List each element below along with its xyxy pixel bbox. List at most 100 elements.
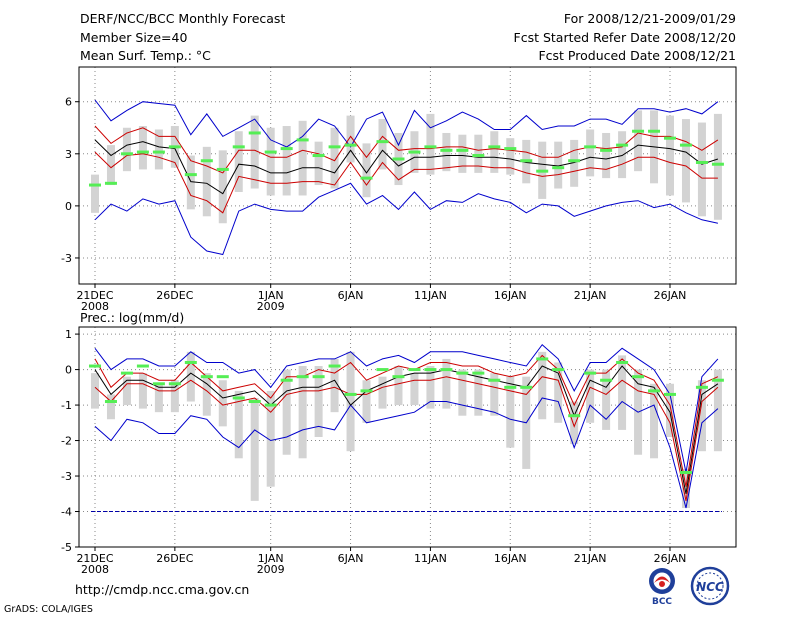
y-tick-label: 0: [65, 364, 72, 377]
ncc-logo: NCC: [690, 566, 730, 606]
observation-marker: [648, 129, 661, 133]
ensemble-bar: [570, 139, 579, 187]
observation-marker: [695, 160, 708, 164]
ensemble-bar: [362, 143, 371, 198]
y-tick-label: -3: [61, 470, 72, 483]
svg-text:BCC: BCC: [652, 597, 672, 606]
observation-marker: [89, 364, 101, 368]
ensemble-bar: [474, 369, 483, 416]
observation-marker: [408, 150, 421, 154]
observation-marker: [408, 368, 421, 372]
ensemble-bar: [538, 351, 547, 420]
observation-marker: [152, 150, 165, 154]
ensemble-bar: [266, 127, 275, 196]
observation-marker: [344, 143, 357, 147]
ensemble-bar: [602, 369, 611, 430]
y-tick-label: -4: [61, 506, 72, 519]
observation-marker: [360, 176, 373, 180]
ensemble-bar: [138, 373, 147, 409]
observation-marker: [695, 385, 708, 389]
observation-marker: [520, 159, 533, 163]
observation-marker: [248, 400, 261, 404]
ensemble-bar: [362, 380, 371, 423]
ensemble-bar: [346, 351, 355, 452]
ensemble-min-line: [94, 182, 719, 256]
source-url[interactable]: http://cmdp.ncc.cma.gov.cn: [75, 582, 250, 597]
observation-marker: [200, 159, 213, 163]
ensemble-bar: [314, 141, 323, 186]
x-tick-label: 6JAN: [338, 552, 364, 565]
observation-marker: [648, 389, 661, 393]
ensemble-bar: [554, 141, 563, 189]
ensemble-bar: [122, 376, 131, 406]
ensemble-bar: [506, 376, 515, 448]
ensemble-bar: [458, 134, 467, 173]
ensemble-bar: [138, 126, 147, 170]
observation-marker: [536, 169, 549, 173]
x-tick-year-label: 2009: [257, 300, 285, 313]
grads-credit: GrADS: COLA/IGES: [4, 604, 93, 615]
ensemble-bar: [426, 366, 435, 409]
observation-marker: [392, 375, 405, 379]
ensemble-bar: [250, 397, 259, 501]
ensemble-bar: [106, 394, 115, 420]
ensemble-bar: [618, 131, 627, 179]
ensemble-bar: [618, 355, 627, 430]
observation-marker: [104, 181, 117, 185]
ensemble-bar: [394, 366, 403, 406]
lower-spread-line: [94, 376, 719, 502]
observation-marker: [248, 131, 261, 135]
observation-marker: [152, 382, 165, 386]
observation-marker: [168, 145, 181, 149]
observation-marker: [328, 145, 341, 149]
observation-marker: [264, 150, 277, 154]
observation-marker: [440, 368, 453, 372]
observation-marker: [168, 382, 181, 386]
observation-marker: [552, 368, 565, 372]
ensemble-mean-line: [94, 365, 719, 494]
observation-marker: [280, 378, 293, 382]
ensemble-bar: [586, 129, 595, 177]
x-tick-label: 21JAN: [574, 552, 607, 565]
ensemble-bar: [170, 380, 179, 413]
ensemble-bar: [713, 369, 722, 452]
observation-marker: [520, 385, 533, 389]
ensemble-bar: [330, 127, 339, 189]
ensemble-bar: [442, 132, 451, 172]
ensemble-bar: [346, 115, 355, 163]
ensemble-bar: [266, 390, 275, 487]
y-tick-label: -1: [61, 399, 72, 412]
ensemble-bar: [506, 138, 515, 175]
y-tick-label: -3: [61, 252, 72, 265]
x-tick-label: 1JAN: [258, 289, 284, 302]
svg-text:NCC: NCC: [696, 580, 724, 594]
ensemble-bar: [202, 146, 211, 217]
observation-marker: [504, 147, 517, 151]
observation-marker: [89, 183, 101, 187]
observation-marker: [632, 375, 645, 379]
observation-marker: [600, 378, 613, 382]
ensemble-bar: [186, 351, 195, 402]
observation-marker: [568, 159, 581, 163]
observation-marker: [120, 371, 133, 375]
ensemble-bar: [218, 150, 227, 224]
x-tick-year-label: 2009: [257, 563, 285, 576]
observation-marker: [664, 392, 676, 396]
ensemble-bar: [154, 383, 163, 413]
x-tick-label: 11JAN: [414, 552, 447, 565]
forecast-produced-date: Fcst Produced Date 2008/12/21: [538, 48, 736, 63]
x-tick-label: 26JAN: [654, 552, 687, 565]
ensemble-bar: [250, 115, 259, 189]
ensemble-bar: [681, 468, 690, 508]
observation-marker: [328, 364, 341, 368]
x-tick-label: 26DEC: [156, 289, 193, 302]
observation-marker: [312, 375, 325, 379]
x-tick-label: 6JAN: [338, 289, 364, 302]
ensemble-min-line: [94, 397, 719, 509]
ensemble-bar: [602, 132, 611, 179]
observation-marker: [376, 368, 389, 372]
ensemble-bar: [681, 119, 690, 203]
observation-marker: [312, 154, 325, 158]
observation-marker: [184, 360, 197, 364]
